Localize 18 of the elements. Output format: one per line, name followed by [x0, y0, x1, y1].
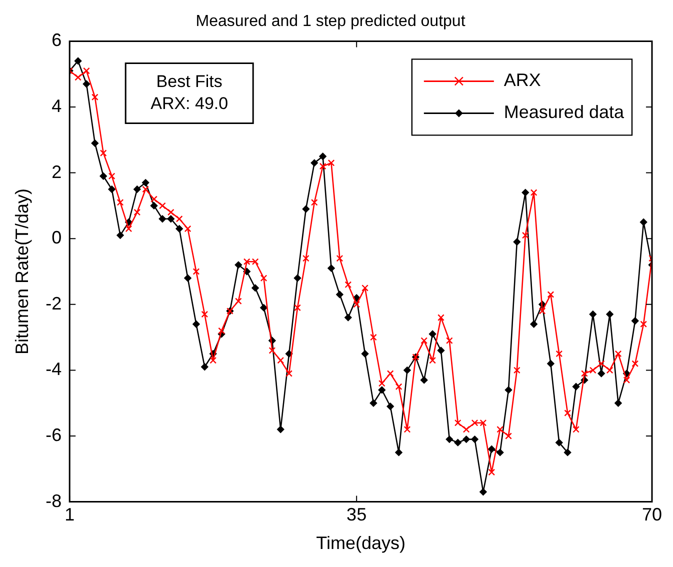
y-tick-label: 2 — [52, 162, 62, 182]
legend-label: ARX — [504, 70, 541, 90]
y-tick-label: -4 — [46, 359, 62, 380]
y-tick-label: -2 — [46, 293, 62, 314]
y-tick-label: 4 — [52, 96, 62, 116]
x-tick-label: 70 — [642, 504, 662, 525]
y-tick-label: 0 — [52, 228, 62, 248]
y-tick-label: -6 — [46, 424, 62, 445]
annotation: Best Fits — [156, 72, 222, 91]
legend-label: Measured data — [504, 102, 625, 122]
y-tick-label: -8 — [46, 490, 62, 511]
x-tick-label: 1 — [64, 504, 75, 525]
x-tick-label: 35 — [346, 504, 367, 525]
chart-title: Measured and 1 step predicted output — [196, 13, 466, 30]
x-axis-title: Time(days) — [316, 533, 406, 554]
y-axis-title: Bitumen Rate(T/day) — [12, 188, 32, 355]
annotation: ARX: 49.0 — [150, 94, 228, 113]
y-tick-label: 6 — [52, 30, 62, 50]
